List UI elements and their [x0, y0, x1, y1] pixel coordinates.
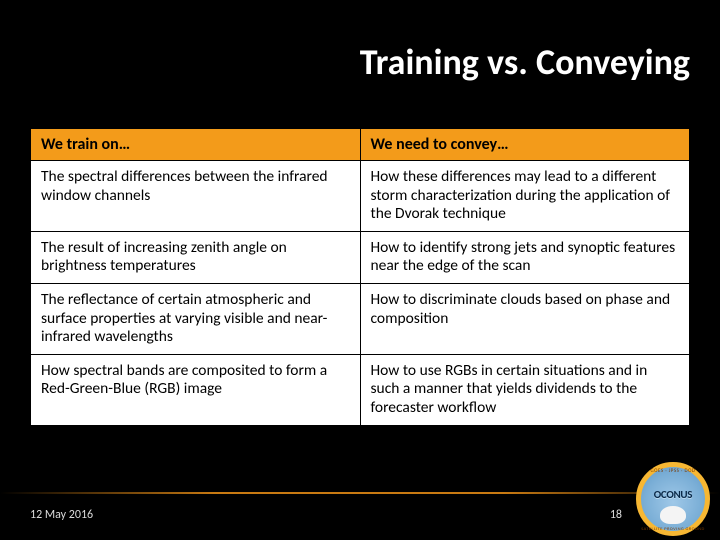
logo-bottom-text: SATELLITE PROVING GROUND	[636, 527, 710, 532]
cell-convey: How to use RGBs in certain situations an…	[360, 354, 690, 425]
accent-divider	[0, 492, 720, 494]
table-row: The reflectance of certain atmospheric a…	[31, 283, 690, 354]
table-row: The spectral differences between the inf…	[31, 161, 690, 232]
cell-train: How spectral bands are composited to for…	[31, 354, 361, 425]
logo-bear-icon	[660, 506, 686, 524]
page-title: Training vs. Conveying	[360, 40, 690, 84]
logo-brand-text: OCONUS	[636, 488, 710, 501]
cell-train: The spectral differences between the inf…	[31, 161, 361, 232]
table-row: How spectral bands are composited to for…	[31, 354, 690, 425]
cell-train: The result of increasing zenith angle on…	[31, 231, 361, 283]
cell-convey: How these differences may lead to a diff…	[360, 161, 690, 232]
footer-page-number: 18	[610, 508, 622, 522]
cell-train: The reflectance of certain atmospheric a…	[31, 283, 361, 354]
slide: Training vs. Conveying We train on… We n…	[0, 0, 720, 540]
oconus-logo: GOES · JPSS · DOD OCONUS SATELLITE PROVI…	[636, 462, 710, 536]
table-row: The result of increasing zenith angle on…	[31, 231, 690, 283]
logo-top-text: GOES · JPSS · DOD	[636, 468, 710, 474]
cell-convey: How to discriminate clouds based on phas…	[360, 283, 690, 354]
col-header-convey: We need to convey…	[360, 129, 690, 161]
footer-date: 12 May 2016	[30, 508, 93, 522]
col-header-train: We train on…	[31, 129, 361, 161]
comparison-table-wrap: We train on… We need to convey… The spec…	[30, 128, 690, 426]
table-header-row: We train on… We need to convey…	[31, 129, 690, 161]
cell-convey: How to identify strong jets and synoptic…	[360, 231, 690, 283]
comparison-table: We train on… We need to convey… The spec…	[30, 128, 690, 426]
